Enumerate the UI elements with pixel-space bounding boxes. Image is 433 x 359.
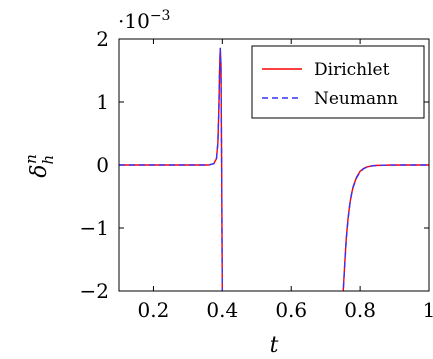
plot-frame bbox=[118, 38, 430, 292]
y-axis-label-sub: h bbox=[39, 155, 57, 165]
x-tick-label: 0.2 bbox=[138, 298, 170, 322]
y-tick-label: 1 bbox=[96, 90, 109, 114]
y-multiplier-base: ·10 bbox=[118, 9, 150, 33]
y-axis-label: δhn bbox=[22, 154, 57, 178]
x-axis-label: t bbox=[270, 333, 279, 358]
x-tick-label: 0.8 bbox=[344, 298, 376, 322]
series-lines bbox=[119, 47, 429, 291]
x-tick-label: 1 bbox=[423, 298, 433, 322]
y-axis-label-main: δ bbox=[27, 165, 52, 178]
svg-text:δhn: δhn bbox=[22, 154, 57, 178]
y-tick-label: −1 bbox=[80, 216, 109, 240]
legend: Dirichlet Neumann bbox=[251, 45, 425, 119]
legend-label-neumann: Neumann bbox=[314, 89, 398, 109]
y-axis-label-sup: n bbox=[22, 154, 40, 164]
x-tick-label: 0.4 bbox=[206, 298, 238, 322]
x-tick-label: 0.6 bbox=[275, 298, 307, 322]
legend-box bbox=[251, 45, 425, 119]
y-tick-label: −2 bbox=[80, 279, 109, 303]
series-line-neumann bbox=[119, 47, 429, 291]
y-multiplier-exponent: −3 bbox=[150, 8, 171, 24]
y-tick-label: 2 bbox=[96, 27, 109, 51]
y-axis-multiplier: ·10−3 bbox=[118, 8, 170, 33]
legend-label-dirichlet: Dirichlet bbox=[314, 60, 390, 80]
y-tick-label: 0 bbox=[96, 153, 109, 177]
